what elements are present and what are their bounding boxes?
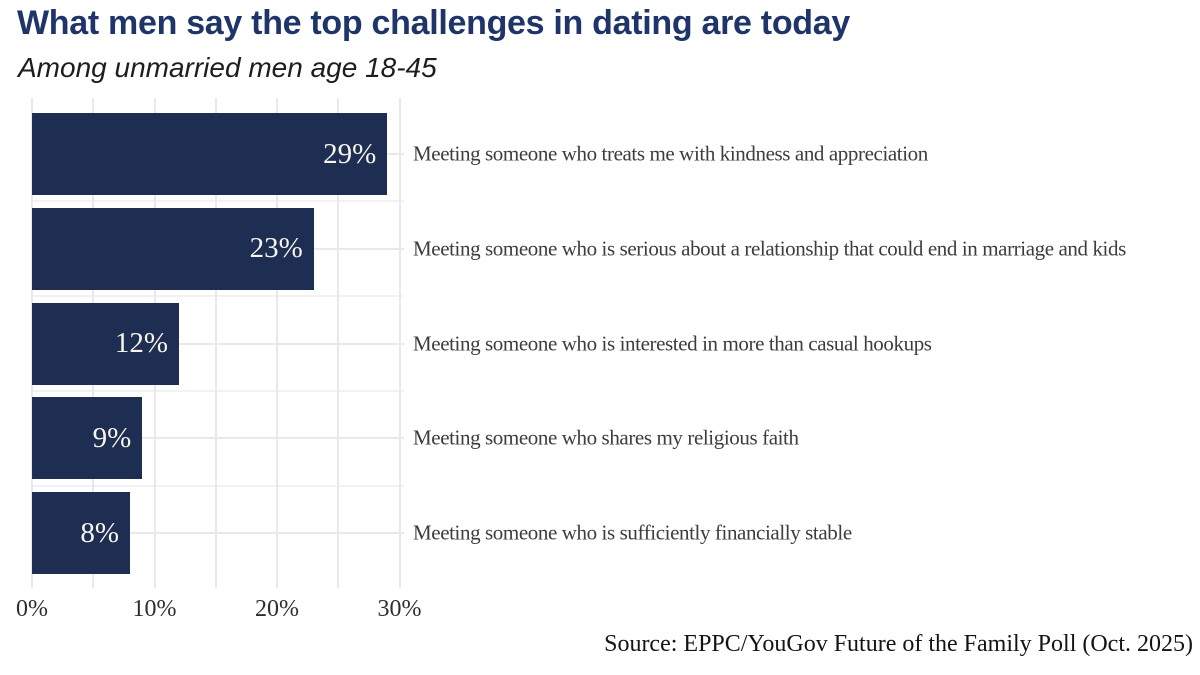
source-note: Source: EPPC/YouGov Future of the Family…: [604, 631, 1193, 657]
bar-value-label: 23%: [249, 232, 303, 265]
bar-value-label: 9%: [92, 421, 132, 454]
gridline-horizontal-major: [32, 342, 404, 345]
gridline-vertical: [214, 98, 217, 588]
gridline-horizontal-minor: [32, 200, 404, 203]
bar-chart-plot: 29% Meeting someone who treats me with ki…: [16, 98, 1200, 638]
bar-value-label: 12%: [114, 327, 168, 360]
bar-value-label: 29%: [323, 137, 377, 170]
bar: 8%: [32, 492, 130, 575]
gridline-vertical: [276, 98, 278, 588]
gridline-vertical: [398, 98, 401, 588]
gridline-horizontal-minor: [32, 484, 404, 487]
bar: 23%: [32, 207, 314, 290]
category-label: Meeting someone who shares my religious …: [413, 425, 799, 450]
gridline-horizontal-major: [32, 437, 404, 440]
chart-title: What men say the top challenges in datin…: [17, 4, 850, 42]
bar: 12%: [32, 302, 179, 385]
category-label: Meeting someone who is interested in mor…: [413, 331, 932, 356]
bar: 29%: [32, 113, 388, 195]
x-axis-tick-label: 20%: [255, 596, 299, 622]
category-label: Meeting someone who treats me with kindn…: [413, 141, 928, 166]
gridline-horizontal-major: [32, 532, 404, 535]
bar: 9%: [32, 397, 143, 480]
category-label: Meeting someone who is sufficiently fina…: [413, 520, 852, 545]
x-axis-tick-label: 30%: [377, 596, 422, 622]
gridline-horizontal-minor: [32, 295, 404, 298]
gridline-vertical: [337, 98, 340, 588]
bar-value-label: 8%: [80, 516, 119, 549]
chart-subtitle: Among unmarried men age 18-45: [18, 52, 437, 83]
x-axis-tick-label: 0%: [16, 596, 48, 622]
category-label: Meeting someone who is serious about a r…: [413, 236, 1126, 261]
x-axis-tick-label: 10%: [132, 596, 177, 622]
gridline-horizontal-minor: [32, 390, 404, 392]
